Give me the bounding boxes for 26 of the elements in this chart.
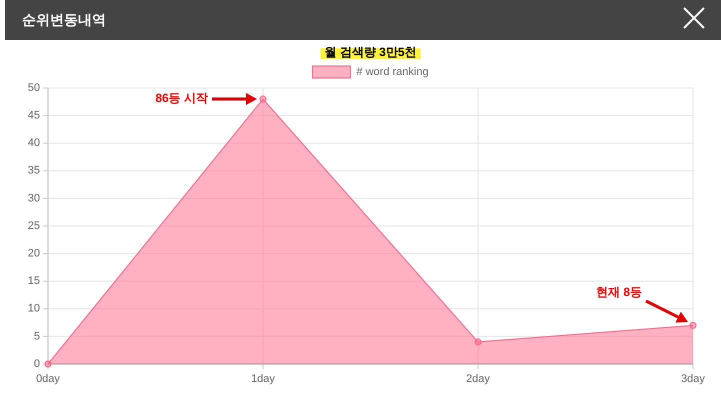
chart-subtitle: 월 검색량 3만5천 xyxy=(324,45,417,60)
y-tick-label: 25 xyxy=(28,220,40,232)
annotation: 현재 8등 xyxy=(596,285,642,300)
point xyxy=(474,338,482,346)
y-tick-label: 30 xyxy=(28,192,40,204)
y-tick-label: 10 xyxy=(28,302,40,315)
point xyxy=(44,360,52,368)
y-tick-label: 0 xyxy=(34,358,40,370)
x-tick-label: 3day xyxy=(681,372,706,385)
y-tick-label: 20 xyxy=(28,248,40,260)
y-tick-label: 50 xyxy=(28,82,40,94)
x-tick-label: 2day xyxy=(466,372,490,385)
annotation: 현재 8등 xyxy=(596,285,688,322)
chart-title: 순위변동내역 xyxy=(22,12,106,28)
annotation: 86등 시작 xyxy=(155,91,257,106)
point xyxy=(260,96,266,103)
legend-label: # word ranking xyxy=(356,66,429,78)
point xyxy=(690,322,696,329)
annotation: 86등 시작 xyxy=(155,91,208,106)
y-tick-label: 40 xyxy=(28,137,40,150)
y-tick-label: 15 xyxy=(28,275,40,288)
y-tick-label: 35 xyxy=(28,164,40,177)
x-tick-label: 1day xyxy=(251,372,276,385)
x-tick-label: 0day xyxy=(36,372,60,385)
y-tick-label: 45 xyxy=(28,110,40,122)
y-tick-label: 5 xyxy=(34,330,40,342)
